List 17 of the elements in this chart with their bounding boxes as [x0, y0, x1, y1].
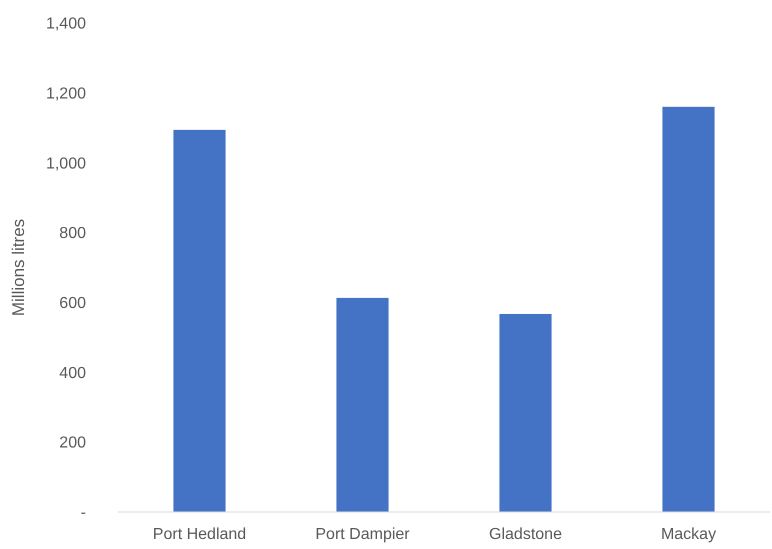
y-tick-label: -	[80, 504, 86, 522]
bar	[336, 298, 389, 512]
x-tick-label: Port Hedland	[152, 526, 246, 543]
y-tick-label: 400	[59, 364, 86, 382]
x-tick-label: Mackay	[660, 526, 716, 543]
x-tick-label: Gladstone	[489, 526, 562, 543]
y-tick-label: 800	[59, 225, 86, 242]
bar	[173, 130, 226, 512]
y-tick-label: 1,000	[46, 155, 86, 172]
y-tick-label: 1,400	[46, 16, 86, 33]
y-tick-label: 200	[59, 434, 86, 452]
bar	[499, 314, 552, 512]
x-tick-label: Port Dampier	[315, 526, 410, 543]
y-axis-title: Millions litres	[9, 218, 28, 316]
y-tick-label: 600	[59, 295, 86, 312]
y-tick-label: 1,200	[46, 85, 86, 102]
bar	[662, 106, 715, 512]
